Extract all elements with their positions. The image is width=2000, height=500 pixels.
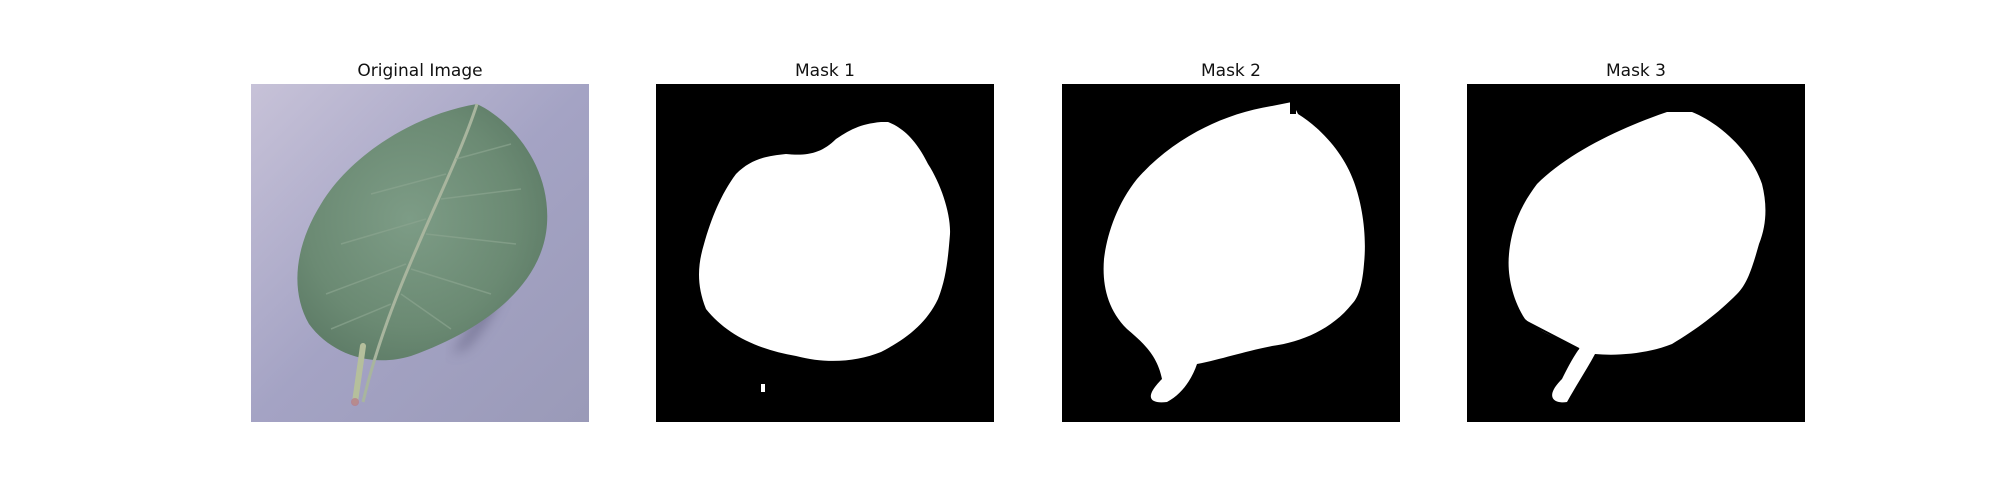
mask-3-image bbox=[1467, 84, 1805, 422]
mask-1-image bbox=[656, 84, 994, 422]
panel-mask-2: Mask 2 bbox=[1062, 58, 1400, 422]
panel-mask-3: Mask 3 bbox=[1467, 58, 1805, 422]
panel-title: Mask 2 bbox=[1200, 61, 1261, 81]
panel-original-image: Original Image bbox=[251, 58, 589, 422]
mask-2-image bbox=[1062, 84, 1400, 422]
panel-title: Mask 3 bbox=[1605, 61, 1666, 81]
original-leaf-photo bbox=[251, 84, 589, 422]
panel-title: Mask 1 bbox=[794, 61, 855, 81]
panel-title: Original Image bbox=[357, 61, 483, 81]
panel-mask-1: Mask 1 bbox=[656, 58, 994, 422]
